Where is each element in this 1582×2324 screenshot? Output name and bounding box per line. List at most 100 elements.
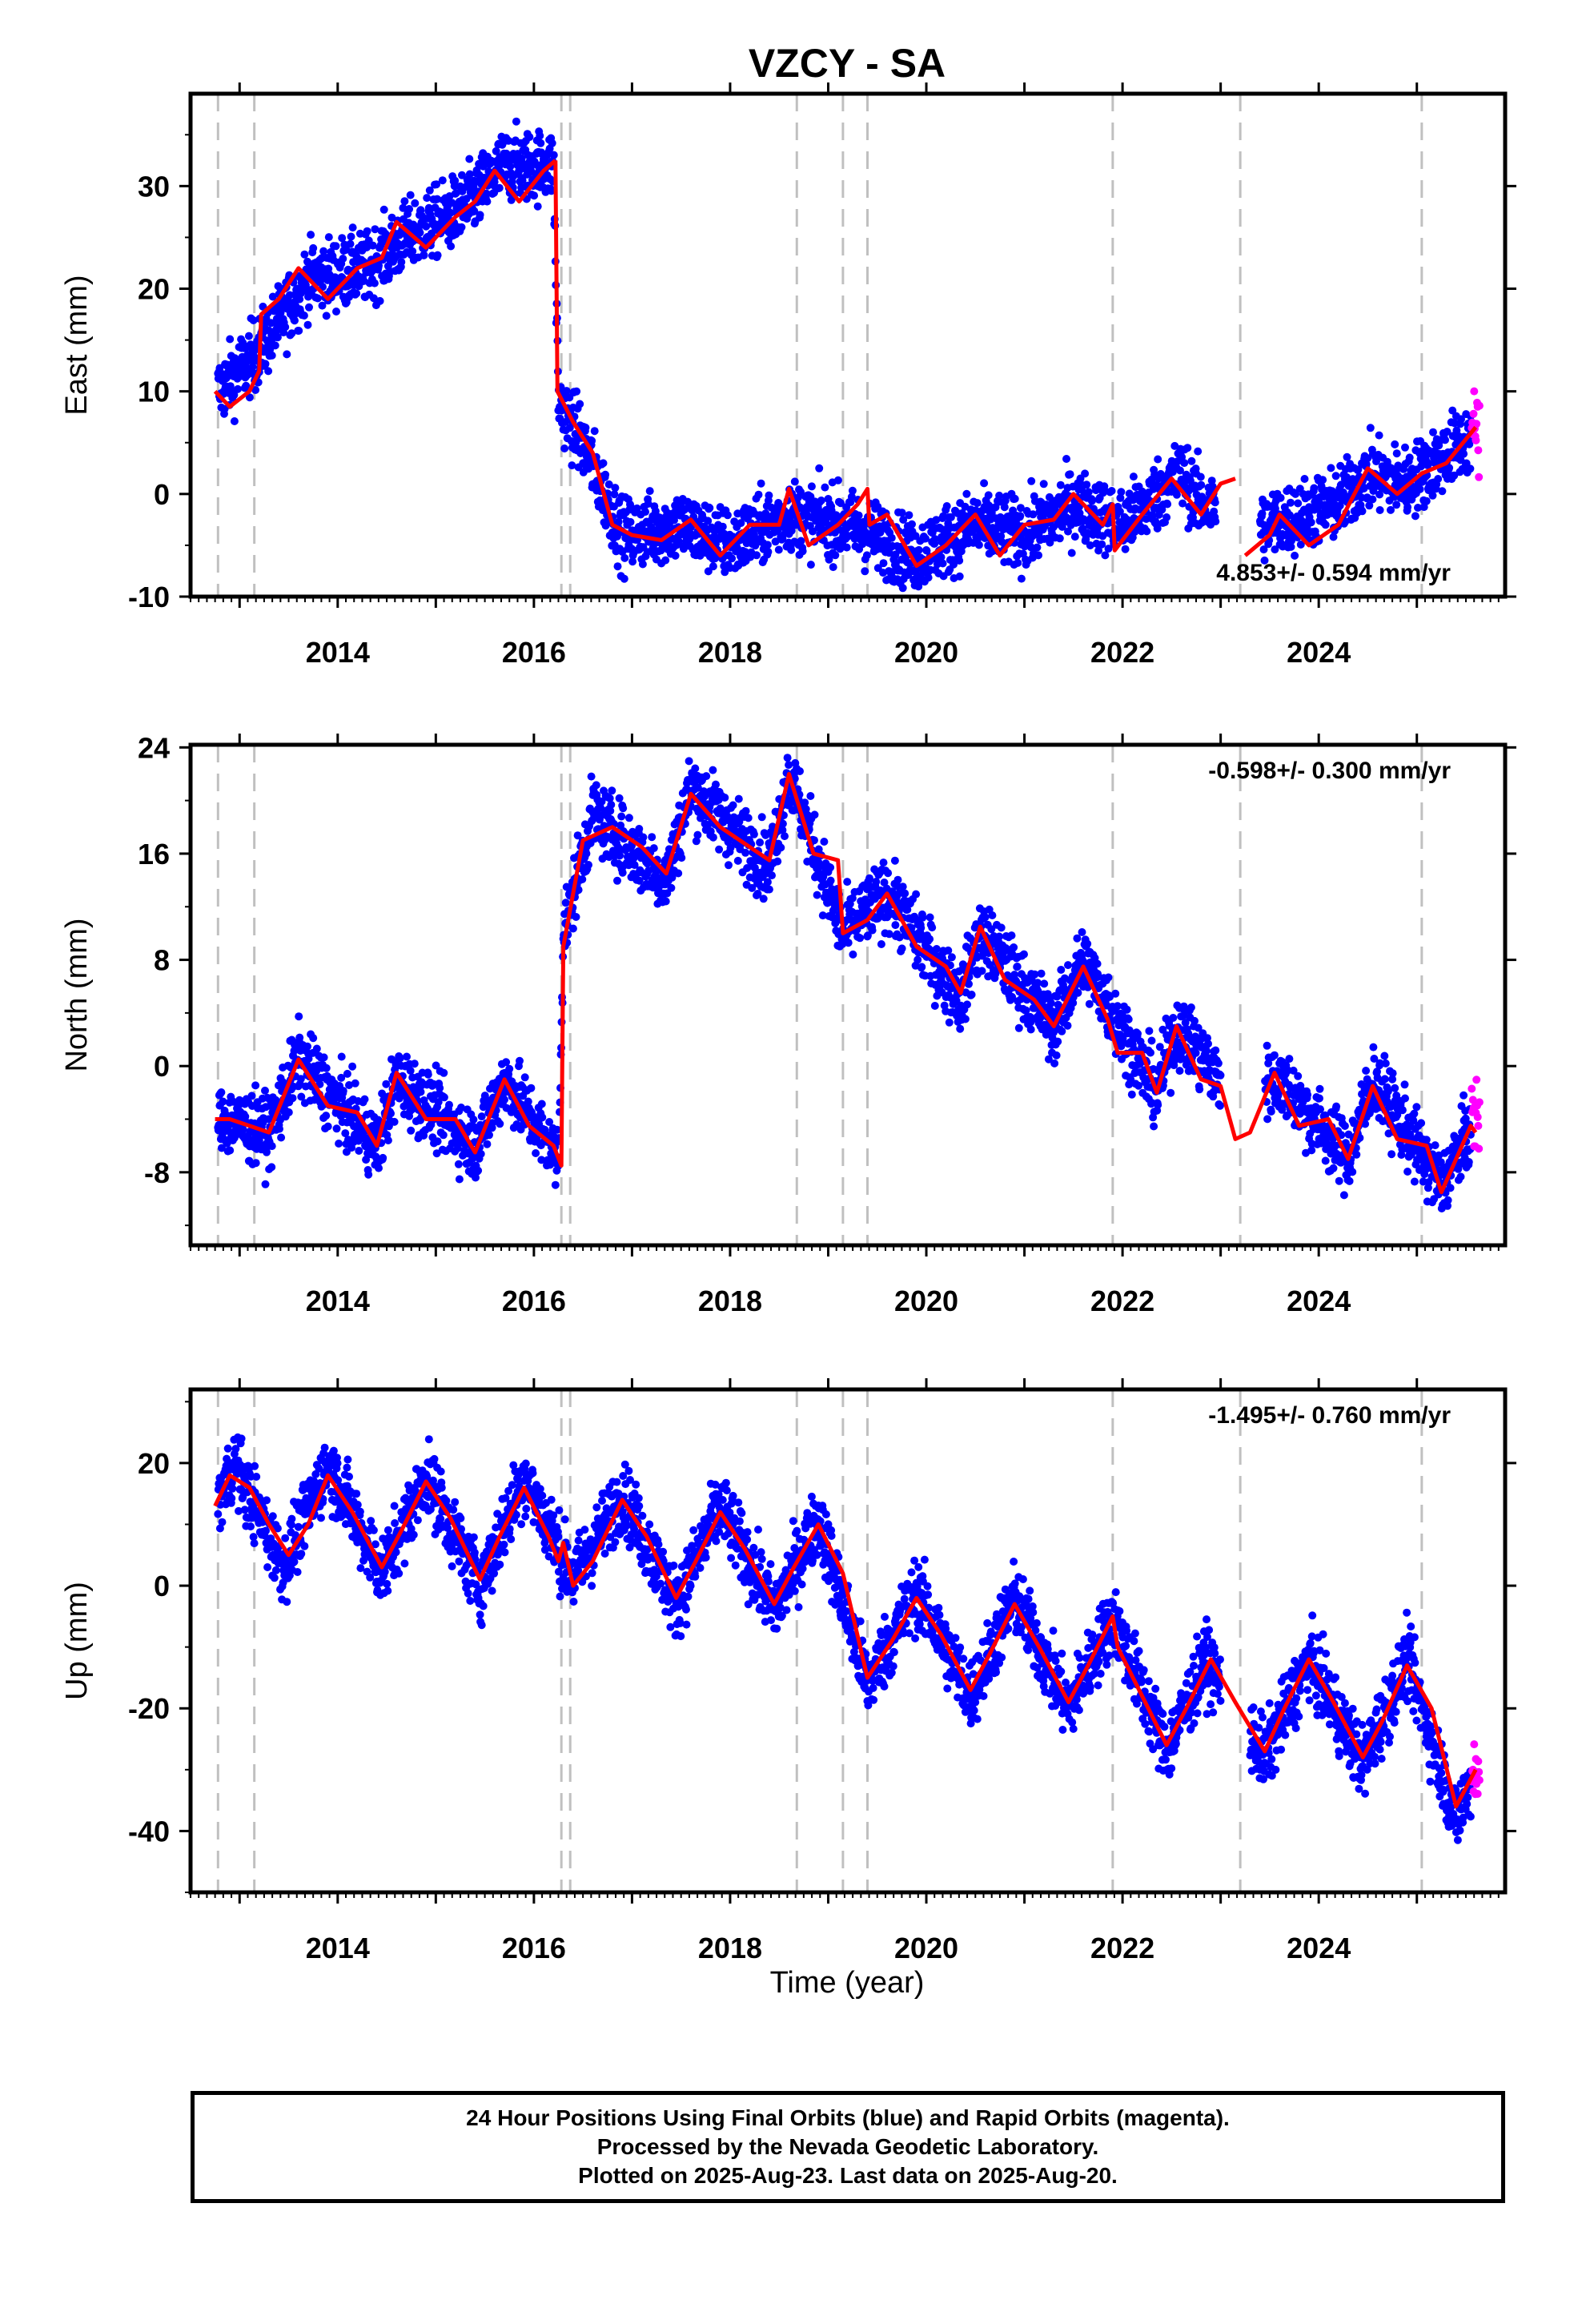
final-orbit-point: [264, 367, 273, 376]
final-orbit-point: [1067, 549, 1076, 557]
final-orbit-point: [749, 830, 758, 838]
final-orbit-point: [309, 1034, 318, 1043]
final-orbit-point: [1457, 415, 1465, 424]
final-orbit-point: [1162, 513, 1171, 521]
final-orbit-point: [305, 303, 313, 312]
final-orbit-point: [1372, 457, 1380, 466]
final-orbit-point: [879, 858, 888, 867]
final-orbit-point: [611, 484, 620, 493]
final-orbit-point: [452, 189, 460, 197]
final-orbit-point: [291, 316, 299, 325]
final-orbit-point: [1129, 472, 1138, 481]
final-orbit-point: [295, 1012, 303, 1021]
final-orbit-point: [288, 1094, 297, 1103]
final-orbit-point: [605, 794, 614, 802]
final-orbit-point: [445, 1100, 453, 1109]
final-orbit-point: [677, 854, 686, 862]
final-orbit-point: [768, 871, 776, 880]
final-orbit-point: [226, 335, 235, 344]
final-orbit-point: [352, 289, 361, 298]
final-orbit-point: [668, 873, 677, 882]
final-orbit-point: [1121, 545, 1130, 553]
final-orbit-point: [492, 147, 500, 155]
final-orbit-point: [1196, 472, 1205, 481]
final-orbit-point: [1104, 545, 1113, 553]
final-orbit-point: [984, 491, 993, 500]
final-orbit-point: [572, 387, 581, 396]
final-orbit-point: [545, 1118, 554, 1126]
final-orbit-point: [921, 534, 930, 543]
final-orbit-point: [887, 533, 896, 542]
final-orbit-point: [741, 848, 750, 857]
final-orbit-point: [785, 761, 793, 770]
final-orbit-point: [884, 869, 893, 878]
final-orbit-point: [438, 176, 447, 185]
final-orbit-point: [1392, 449, 1401, 458]
final-orbit-point: [1187, 456, 1196, 465]
final-orbit-point: [500, 1096, 508, 1104]
final-orbit-point: [457, 1104, 465, 1112]
final-orbit-point: [814, 845, 823, 854]
final-orbit-point: [561, 899, 570, 907]
final-orbit-point: [865, 874, 873, 883]
final-orbit-point: [283, 350, 291, 359]
final-orbit-point: [337, 1073, 346, 1082]
final-orbit-point: [261, 360, 270, 368]
y-tick-label: 10: [138, 376, 170, 408]
final-orbit-point: [1172, 490, 1181, 499]
final-orbit-point: [783, 754, 792, 762]
final-orbit-point: [1343, 452, 1351, 461]
final-orbit-point: [1448, 406, 1457, 415]
final-orbit-point: [692, 837, 701, 846]
final-orbit-point: [1180, 459, 1189, 468]
final-orbit-point: [226, 1146, 235, 1155]
final-orbit-point: [725, 861, 733, 870]
final-orbit-point: [757, 813, 766, 822]
final-orbit-point: [1016, 504, 1025, 513]
final-orbit-point: [387, 1109, 395, 1118]
final-orbit-point: [1366, 424, 1375, 432]
final-orbit-point: [753, 890, 762, 898]
final-orbit-point: [368, 241, 377, 250]
final-orbit-point: [267, 1163, 276, 1172]
final-orbit-point: [942, 502, 951, 510]
final-orbit-point: [928, 923, 937, 932]
final-orbit-point: [587, 772, 596, 781]
final-orbit-point: [1287, 542, 1295, 551]
final-orbit-point: [759, 895, 768, 903]
final-orbit-point: [721, 794, 729, 802]
final-orbit-point: [1081, 469, 1090, 478]
final-orbit-point: [671, 551, 680, 560]
final-orbit-point: [1016, 512, 1025, 521]
rapid-orbit-point: [1470, 387, 1479, 396]
final-orbit-point: [355, 1147, 363, 1155]
y-tick-label: 20: [138, 273, 170, 306]
final-orbit-point: [1260, 556, 1269, 565]
final-orbit-point: [339, 1087, 347, 1096]
final-orbit-point: [273, 333, 282, 342]
final-orbit-point: [1296, 541, 1305, 549]
final-orbit-point: [1329, 533, 1338, 541]
final-orbit-point: [410, 1059, 419, 1068]
final-orbit-point: [268, 292, 277, 301]
final-orbit-point: [1414, 504, 1422, 512]
final-orbit-point: [1337, 480, 1346, 489]
final-orbit-point: [332, 1124, 341, 1133]
final-orbit-point: [584, 861, 592, 869]
final-orbit-point: [446, 208, 455, 217]
final-orbit-point: [322, 312, 331, 320]
final-orbit-point: [572, 913, 580, 921]
final-orbit-point: [1465, 440, 1474, 448]
final-orbit-point: [533, 202, 542, 211]
final-orbit-point: [1033, 543, 1042, 552]
final-orbit-point: [502, 1058, 511, 1067]
final-orbit-point: [261, 1180, 270, 1188]
final-orbit-point: [630, 861, 639, 870]
final-orbit-point: [601, 470, 610, 479]
final-orbit-point: [536, 131, 544, 140]
final-orbit-point: [568, 924, 577, 933]
final-orbit-point: [474, 1166, 483, 1175]
final-orbit-point: [439, 1131, 448, 1140]
final-orbit-point: [1259, 545, 1268, 554]
